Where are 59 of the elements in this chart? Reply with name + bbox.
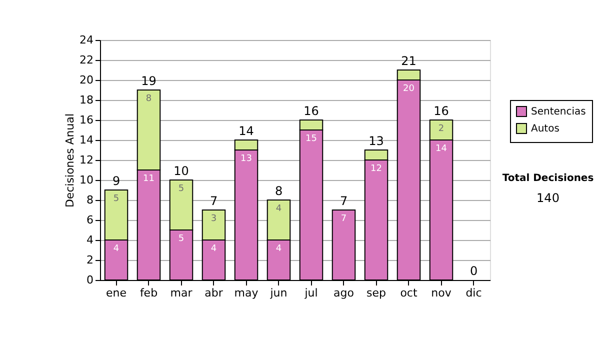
total-label: 7 bbox=[340, 194, 348, 208]
total-label: 7 bbox=[210, 194, 218, 208]
x-tick-label: may bbox=[234, 286, 259, 300]
total-label: 8 bbox=[274, 184, 283, 198]
x-tick-label: sep bbox=[366, 286, 386, 300]
x-tick-label: mar bbox=[170, 286, 193, 300]
x-tick-label: abr bbox=[204, 286, 224, 300]
total-label: 13 bbox=[368, 134, 384, 148]
x-tick-label: jun bbox=[269, 286, 288, 300]
total-label: 0 bbox=[470, 264, 478, 278]
data-label: 3 bbox=[210, 214, 217, 224]
data-label: 11 bbox=[143, 174, 154, 184]
data-label: 7 bbox=[340, 214, 347, 224]
data-label: 4 bbox=[276, 244, 282, 254]
data-label: 20 bbox=[403, 84, 415, 94]
data-label: 4 bbox=[276, 204, 282, 214]
data-label: 12 bbox=[370, 164, 382, 174]
total-label: 9 bbox=[112, 174, 120, 188]
data-label: 5 bbox=[178, 184, 184, 194]
data-label: 13 bbox=[240, 154, 252, 164]
legend-label: Sentencias bbox=[531, 106, 586, 118]
x-tick-label: feb bbox=[140, 286, 158, 300]
y-tick-label: 4 bbox=[86, 234, 94, 246]
y-tick-label: 0 bbox=[86, 274, 94, 286]
total-label: 10 bbox=[174, 164, 189, 178]
y-tick-label: 8 bbox=[86, 194, 94, 206]
data-label: 4 bbox=[210, 244, 217, 254]
y-axis-title: Decisiones Anual bbox=[64, 113, 77, 208]
data-label: 5 bbox=[113, 194, 120, 204]
y-tick-label: 6 bbox=[86, 214, 94, 226]
y-tick-label: 18 bbox=[80, 94, 94, 106]
x-tick-label: ago bbox=[334, 286, 354, 300]
data-label: 14 bbox=[436, 144, 448, 154]
x-tick-label: ene bbox=[106, 286, 127, 300]
y-tick-label: 24 bbox=[80, 34, 94, 46]
data-label: 8 bbox=[146, 94, 152, 104]
data-label: 15 bbox=[306, 134, 317, 144]
x-tick-label: jul bbox=[304, 286, 318, 300]
y-tick-label: 14 bbox=[80, 134, 94, 146]
y-tick-label: 10 bbox=[80, 174, 94, 186]
total-label: 19 bbox=[141, 74, 156, 88]
total-label: 16 bbox=[434, 104, 449, 118]
x-tick-label: dic bbox=[466, 286, 482, 300]
data-label: 5 bbox=[178, 234, 184, 244]
y-tick-label: 16 bbox=[80, 114, 94, 126]
total-label: 16 bbox=[304, 104, 319, 118]
data-label: 4 bbox=[113, 244, 120, 254]
text: Total Decisiones bbox=[502, 173, 594, 184]
text: 140 bbox=[536, 191, 560, 205]
x-tick-label: oct bbox=[400, 286, 418, 300]
y-tick-label: 2 bbox=[86, 254, 94, 266]
total-label: 21 bbox=[401, 54, 416, 68]
y-tick-label: 12 bbox=[80, 154, 94, 166]
data-label: 2 bbox=[438, 124, 444, 134]
y-tick-label: 22 bbox=[80, 54, 94, 66]
legend-label: Autos bbox=[531, 124, 560, 134]
y-tick-label: 20 bbox=[80, 74, 94, 86]
total-label: 14 bbox=[238, 124, 254, 138]
x-tick-label: nov bbox=[431, 286, 452, 300]
